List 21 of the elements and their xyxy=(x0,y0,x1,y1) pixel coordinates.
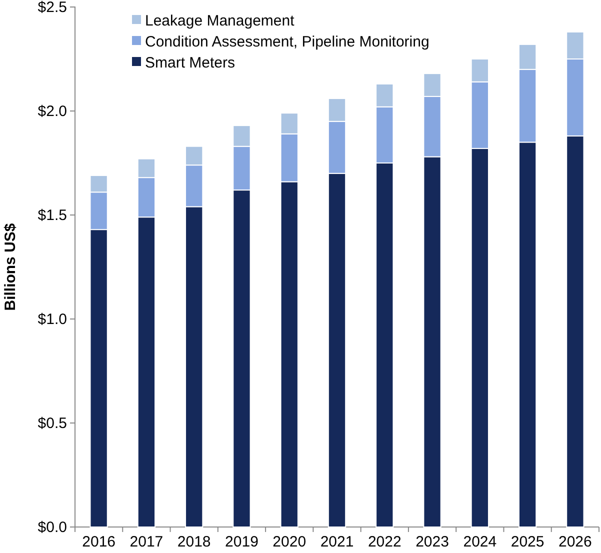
y-axis-title: Billions US$ xyxy=(2,222,19,311)
x-tick-label: 2017 xyxy=(130,534,164,550)
x-tick-label: 2016 xyxy=(82,534,116,550)
legend-label: Condition Assessment, Pipeline Monitoring xyxy=(145,33,430,50)
x-tick-label: 2020 xyxy=(272,534,306,550)
x-tick-label: 2021 xyxy=(320,534,354,550)
y-tick-label: $2.0 xyxy=(38,102,67,120)
x-tick-label: 2024 xyxy=(463,534,497,550)
x-tick-label: 2019 xyxy=(225,534,258,550)
y-tick-label: $1.0 xyxy=(38,310,67,328)
x-tick-label: 2018 xyxy=(177,534,211,550)
y-tick-label: $0.0 xyxy=(38,518,67,536)
x-tick-label: 2022 xyxy=(368,534,402,550)
y-tick-label: $1.5 xyxy=(38,206,67,224)
y-tick-label: $2.5 xyxy=(38,0,67,16)
x-tick-label: 2026 xyxy=(558,534,592,550)
x-tick-label: 2023 xyxy=(416,534,449,550)
legend-label: Smart Meters xyxy=(145,54,236,72)
x-tick-label: 2025 xyxy=(510,534,544,550)
y-tick-label: $0.5 xyxy=(38,414,67,432)
legend-label: Leakage Management xyxy=(145,12,296,30)
